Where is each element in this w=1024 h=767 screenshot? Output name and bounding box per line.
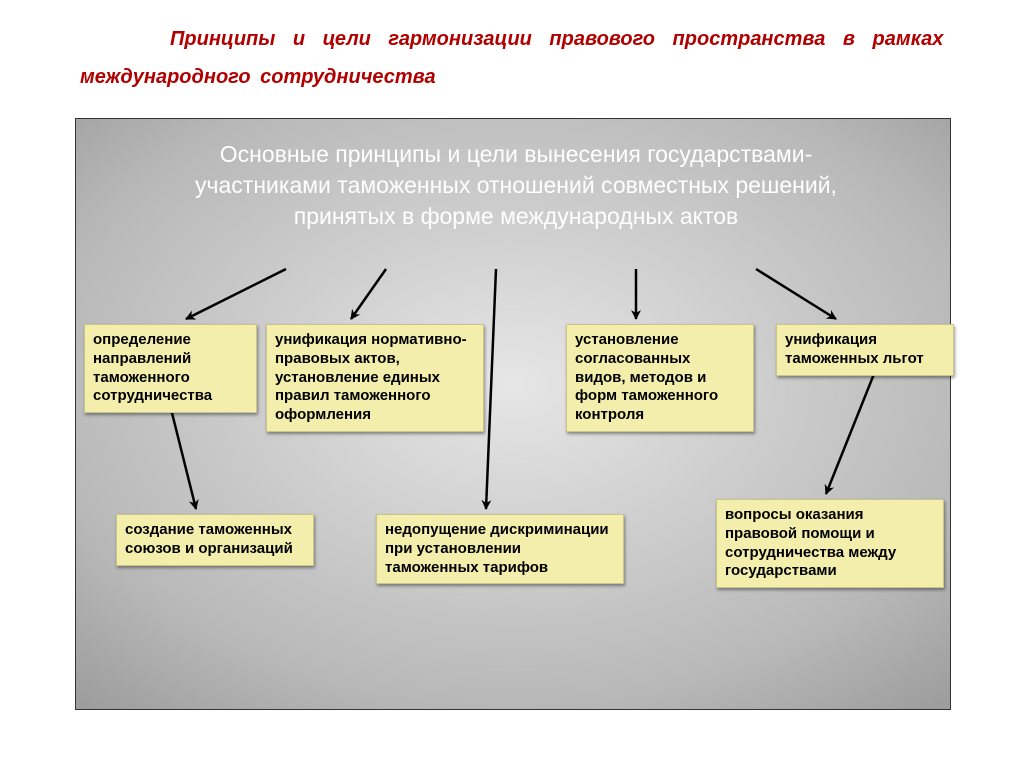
arrow xyxy=(351,269,386,319)
main-heading: Основные принципы и цели вынесения госуд… xyxy=(186,139,846,232)
arrow xyxy=(186,269,286,319)
note-n5: создание таможенных союзов и организаций xyxy=(116,514,314,566)
title-line2: международного сотрудничества xyxy=(80,58,944,96)
arrow xyxy=(826,369,876,494)
note-n6: недопущение дискриминации при установлен… xyxy=(376,514,624,584)
diagram-frame: Основные принципы и цели вынесения госуд… xyxy=(75,118,951,710)
note-n7: вопросы оказания правовой помощи и сотру… xyxy=(716,499,944,588)
note-n4: унификация таможенных льгот xyxy=(776,324,954,376)
note-n3: установление согласованных видов, методо… xyxy=(566,324,754,432)
arrow xyxy=(486,269,496,509)
note-n1: определение направлений таможенного сотр… xyxy=(84,324,257,413)
note-n2: унификация нормативно-правовых актов, ус… xyxy=(266,324,484,432)
arrow xyxy=(756,269,836,319)
title-line1: Принципы и цели гармонизации правового п… xyxy=(170,28,943,50)
page-title: Принципы и цели гармонизации правового п… xyxy=(0,0,1024,106)
arrow xyxy=(171,409,196,509)
